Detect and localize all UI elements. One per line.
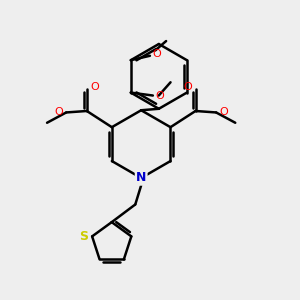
- Text: O: O: [55, 107, 63, 118]
- Text: S: S: [80, 230, 88, 243]
- Text: N: N: [136, 172, 146, 184]
- Text: O: O: [90, 82, 99, 92]
- Text: O: O: [153, 49, 162, 59]
- Text: O: O: [219, 107, 228, 118]
- Text: O: O: [183, 82, 192, 92]
- Text: O: O: [156, 91, 165, 100]
